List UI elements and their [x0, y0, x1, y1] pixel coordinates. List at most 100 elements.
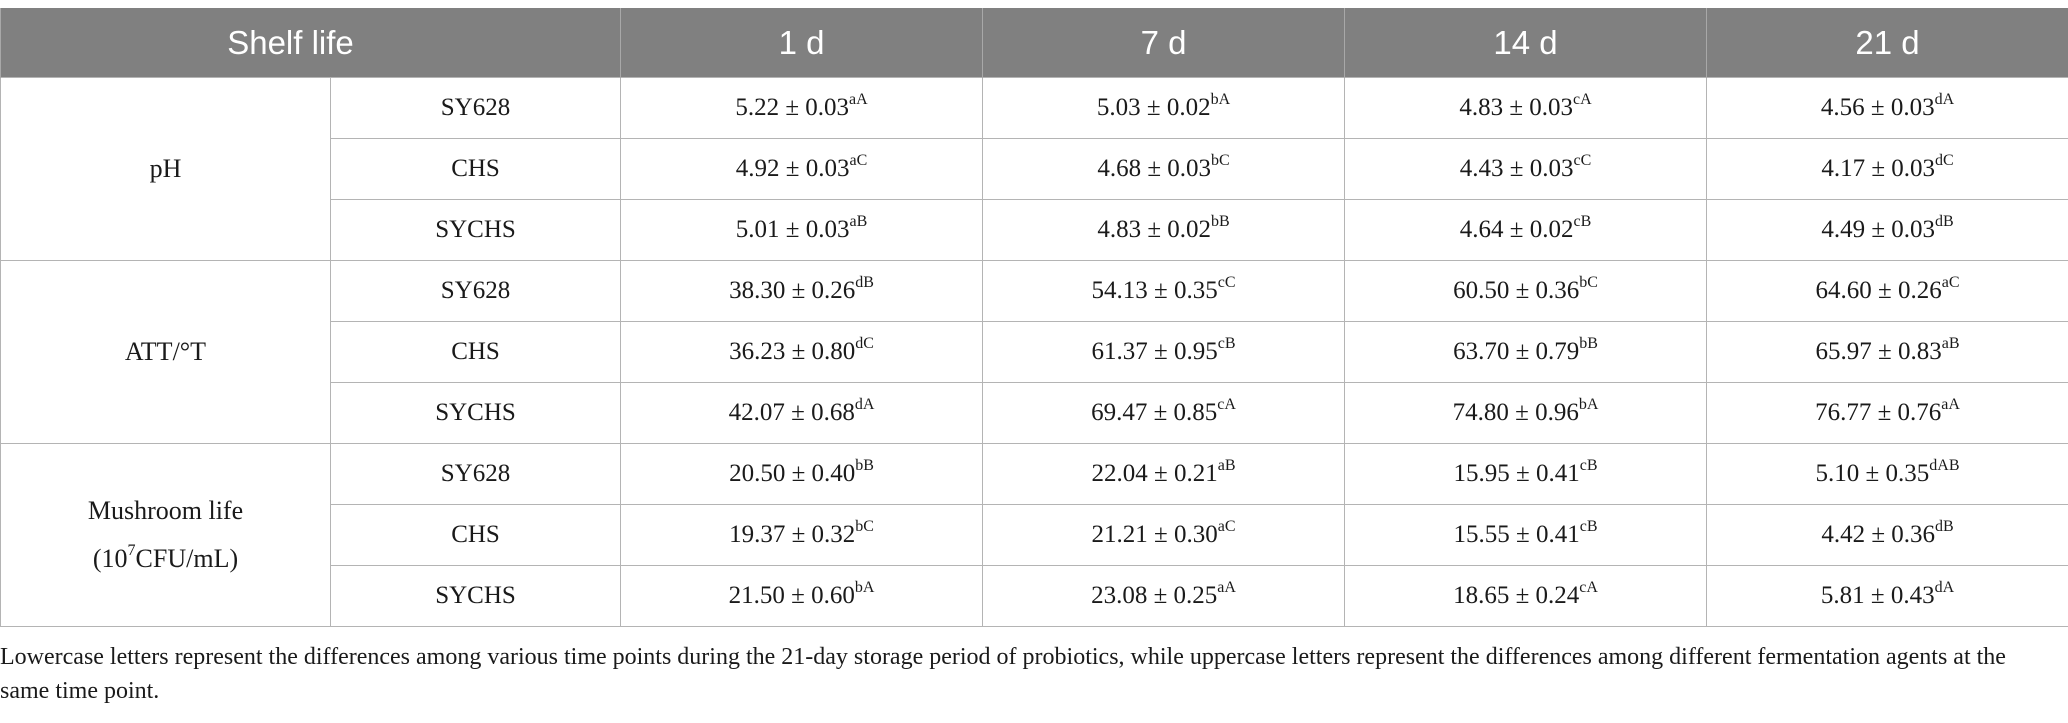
cell-value: 5.22 ± 0.03	[735, 94, 850, 121]
value-cell: 38.30 ± 0.26dB	[620, 260, 984, 322]
agent-cell: SYCHS	[329, 565, 622, 627]
cell-sig: bC	[1211, 151, 1230, 169]
cell-sig: bB	[1211, 212, 1230, 230]
table-row: ATT/°T SY628 38.30 ± 0.26dB 54.13 ± 0.35…	[0, 260, 2068, 444]
value-cell: 54.13 ± 0.35cC	[982, 260, 1346, 322]
cell-value: 19.37 ± 0.32	[729, 521, 856, 548]
cell-value: 21.50 ± 0.60	[728, 582, 855, 609]
value-cell: 21.50 ± 0.60bA	[620, 565, 984, 627]
group-label-mushroom-life: Mushroom life (107CFU/mL)	[0, 443, 331, 627]
value-cell: 4.68 ± 0.03bC	[982, 138, 1346, 200]
table-row: SYCHS 42.07 ± 0.68dA 69.47 ± 0.85cA 74.8…	[1, 382, 2068, 444]
value-cell: 4.43 ± 0.03cC	[1344, 138, 1708, 200]
cell-sig: dAB	[1929, 456, 1960, 474]
shelf-life-table: Shelf life 1 d 7 d 14 d 21 d pH SY628 5.…	[0, 8, 2068, 627]
unit-prefix: (10	[92, 544, 128, 573]
cell-value: 22.04 ± 0.21	[1091, 460, 1218, 487]
table-row: SYCHS 21.50 ± 0.60bA 23.08 ± 0.25aA 18.6…	[1, 565, 2068, 627]
value-cell: 5.01 ± 0.03aB	[620, 199, 984, 261]
cell-value: 65.97 ± 0.83	[1815, 338, 1942, 365]
value-cell: 4.49 ± 0.03dB	[1706, 199, 2068, 261]
cell-value: 23.08 ± 0.25	[1091, 582, 1218, 609]
value-cell: 4.56 ± 0.03dA	[1706, 77, 2068, 139]
cell-sig: bC	[1579, 273, 1598, 291]
table-container: Shelf life 1 d 7 d 14 d 21 d pH SY628 5.…	[0, 8, 2068, 627]
cell-value: 4.43 ± 0.03	[1459, 155, 1574, 182]
cell-sig: aB	[849, 212, 868, 230]
agent-cell: SYCHS	[329, 199, 622, 261]
cell-value: 64.60 ± 0.26	[1815, 277, 1942, 304]
cell-sig: dA	[854, 395, 875, 413]
value-cell: 4.17 ± 0.03dC	[1706, 138, 2068, 200]
cell-value: 76.77 ± 0.76	[1815, 399, 1942, 426]
cell-value: 4.68 ± 0.03	[1097, 155, 1212, 182]
agent-cell: SY628	[329, 77, 622, 139]
agent-cell: SY628	[329, 260, 622, 322]
cell-value: 4.64 ± 0.02	[1459, 216, 1574, 243]
cell-value: 5.81 ± 0.43	[1820, 582, 1935, 609]
cell-value: 54.13 ± 0.35	[1091, 277, 1218, 304]
cell-sig: dA	[1934, 578, 1955, 596]
cell-sig: aB	[1941, 334, 1960, 352]
value-cell: 19.37 ± 0.32bC	[620, 504, 984, 566]
value-cell: 36.23 ± 0.80dC	[620, 321, 984, 383]
cell-value: 15.95 ± 0.41	[1453, 460, 1580, 487]
value-cell: 4.92 ± 0.03aC	[620, 138, 984, 200]
value-cell: 74.80 ± 0.96bA	[1344, 382, 1708, 444]
header-day-7: 7 d	[982, 8, 1346, 78]
cell-sig: dC	[1935, 151, 1954, 169]
cell-value: 36.23 ± 0.80	[729, 338, 856, 365]
cell-sig: dB	[855, 273, 874, 291]
table-row: Mushroom life (107CFU/mL) SY628 20.50 ± …	[0, 443, 2068, 627]
cell-value: 74.80 ± 0.96	[1452, 399, 1579, 426]
value-cell: 42.07 ± 0.68dA	[620, 382, 984, 444]
cell-sig: bA	[1578, 395, 1599, 413]
value-cell: 20.50 ± 0.40bB	[620, 443, 984, 505]
cell-value: 5.10 ± 0.35	[1815, 460, 1930, 487]
cell-sig: cB	[1579, 517, 1598, 535]
unit-exponent: 7	[127, 542, 136, 560]
header-shelf-life: Shelf life	[0, 8, 622, 78]
cell-sig: aA	[1941, 395, 1960, 413]
cell-sig: aA	[849, 90, 868, 108]
cell-sig: bA	[854, 578, 875, 596]
cell-sig: aC	[1941, 273, 1960, 291]
cell-value: 4.56 ± 0.03	[1820, 94, 1935, 121]
value-cell: 21.21 ± 0.30aC	[982, 504, 1346, 566]
value-cell: 64.60 ± 0.26aC	[1706, 260, 2068, 322]
header-day-1: 1 d	[620, 8, 984, 78]
value-cell: 22.04 ± 0.21aB	[982, 443, 1346, 505]
cell-value: 61.37 ± 0.95	[1091, 338, 1218, 365]
value-cell: 15.55 ± 0.41cB	[1344, 504, 1708, 566]
cell-value: 63.70 ± 0.79	[1453, 338, 1580, 365]
cell-value: 38.30 ± 0.26	[729, 277, 856, 304]
cell-value: 4.17 ± 0.03	[1821, 155, 1936, 182]
cell-sig: dB	[1935, 517, 1954, 535]
table-footnote: Lowercase letters represent the differen…	[0, 644, 2006, 704]
header-day-21: 21 d	[1706, 8, 2068, 78]
value-cell: 23.08 ± 0.25aA	[982, 565, 1346, 627]
cell-value: 4.83 ± 0.03	[1459, 94, 1574, 121]
cell-sig: cB	[1579, 456, 1598, 474]
cell-sig: aB	[1217, 456, 1236, 474]
cell-sig: bA	[1210, 90, 1231, 108]
unit-suffix: CFU/mL)	[135, 544, 239, 573]
agent-cell: CHS	[329, 321, 622, 383]
cell-value: 21.21 ± 0.30	[1091, 521, 1218, 548]
cell-sig: aA	[1217, 578, 1236, 596]
cell-sig: cA	[1573, 90, 1592, 108]
cell-value: 60.50 ± 0.36	[1453, 277, 1580, 304]
table-row: CHS 19.37 ± 0.32bC 21.21 ± 0.30aC 15.55 …	[1, 504, 2068, 566]
value-cell: 4.42 ± 0.36dB	[1706, 504, 2068, 566]
cell-value: 5.03 ± 0.02	[1096, 94, 1211, 121]
header-row: Shelf life 1 d 7 d 14 d 21 d	[0, 8, 2068, 78]
cell-sig: aC	[849, 151, 868, 169]
group-label-unit: (107CFU/mL)	[92, 542, 239, 573]
cell-value: 4.49 ± 0.03	[1821, 216, 1936, 243]
value-cell: 18.65 ± 0.24cA	[1344, 565, 1708, 627]
value-cell: 69.47 ± 0.85cA	[982, 382, 1346, 444]
cell-value: 15.55 ± 0.41	[1453, 521, 1580, 548]
table-row: SYCHS 5.01 ± 0.03aB 4.83 ± 0.02bB 4.64 ±…	[1, 199, 2068, 261]
agent-cell: SY628	[329, 443, 622, 505]
cell-sig: cA	[1217, 395, 1236, 413]
